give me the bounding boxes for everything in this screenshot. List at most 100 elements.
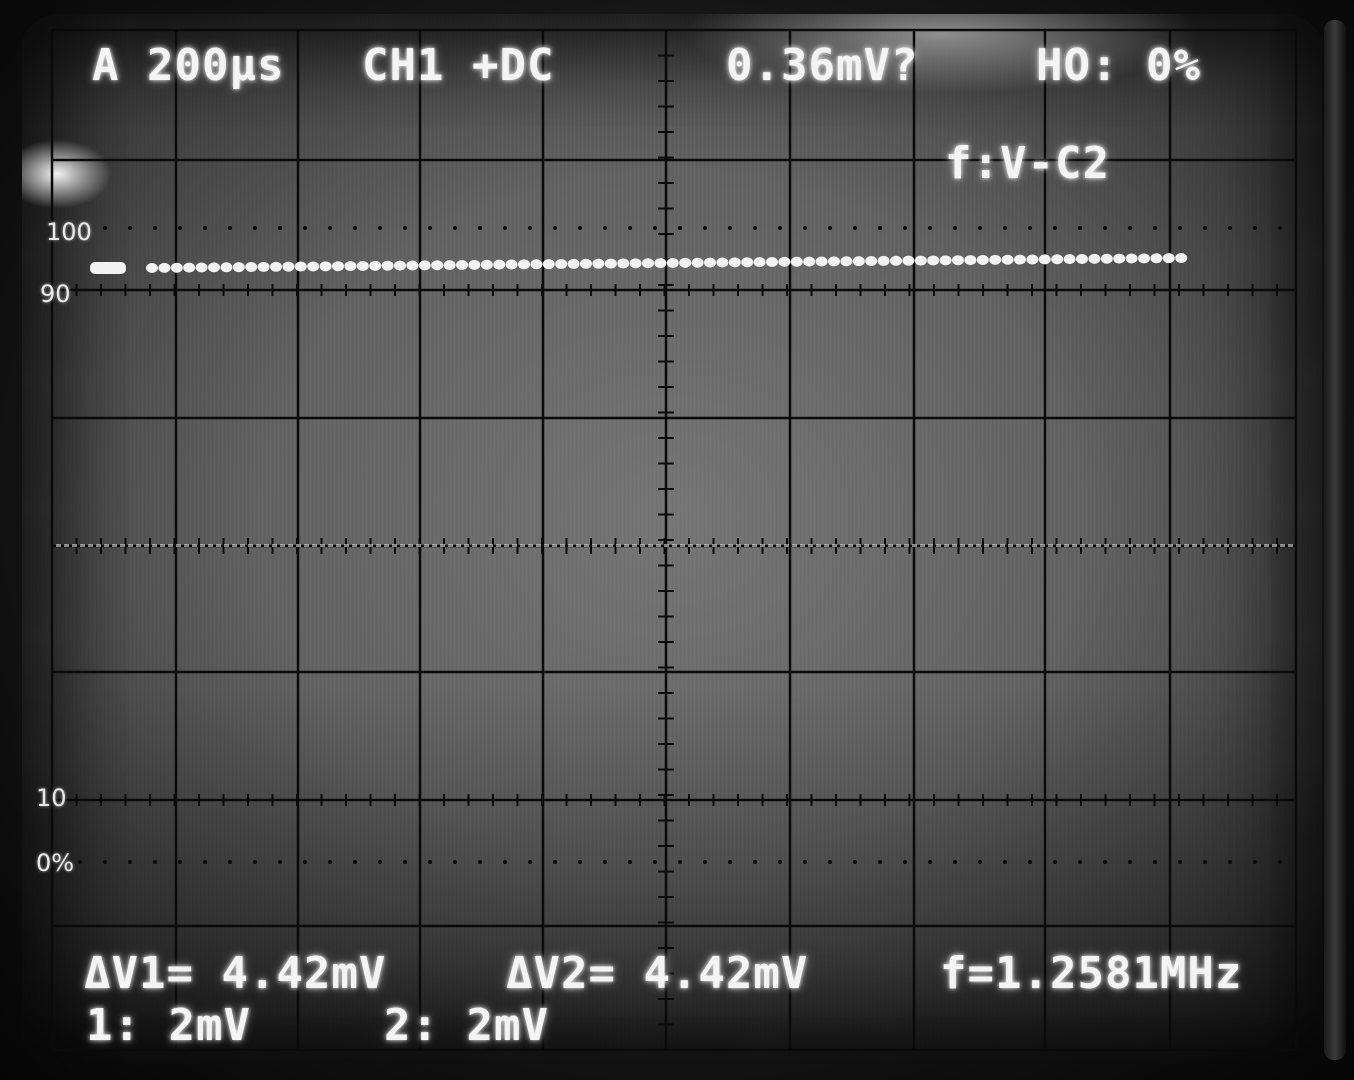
dotted-line-dot — [1228, 226, 1232, 230]
ch2-trace-segment — [464, 544, 469, 547]
ch2-trace-segment — [1280, 544, 1285, 547]
dotted-line-dot — [328, 860, 332, 864]
ch2-trace-segment — [120, 544, 125, 547]
ch2-trace-segment — [1256, 544, 1261, 547]
dotted-line-dot — [453, 226, 457, 230]
dotted-line-dot — [1078, 226, 1082, 230]
ch2-trace-segment — [1000, 544, 1005, 547]
ch2-trace-segment — [168, 544, 173, 547]
ch2-trace-segment — [272, 544, 277, 547]
dotted-line-dot — [1253, 226, 1257, 230]
dotted-line-dot — [153, 860, 157, 864]
trace-dot — [592, 258, 605, 269]
ch2-trace-segment — [1168, 544, 1173, 547]
trace-dot — [1150, 253, 1163, 264]
dotted-line-dot — [1203, 226, 1207, 230]
trace-dot — [158, 262, 171, 273]
dotted-line-dot — [678, 226, 682, 230]
trace-dot — [270, 261, 282, 272]
ch2-trace-segment — [568, 544, 573, 547]
trace-dot — [257, 261, 270, 272]
ch2-trace-segment — [1232, 544, 1237, 547]
trace-dot — [518, 259, 530, 270]
ch2-trace-segment — [184, 544, 189, 547]
ch2-trace-segment — [432, 544, 437, 547]
ch2-trace-segment — [984, 544, 989, 547]
trace-dot — [803, 256, 816, 267]
trace-dot — [939, 255, 952, 266]
ch1-scale-readout: 1: 2mV — [86, 1000, 251, 1051]
trace-dot — [456, 260, 468, 271]
trace-dot — [753, 257, 766, 268]
ch2-trace-segment — [608, 544, 613, 547]
ch2-trace-segment — [1048, 544, 1053, 547]
ch2-trace-segment — [728, 544, 733, 547]
ch2-trace-segment — [1072, 544, 1077, 547]
ch2-trace-segment — [1088, 544, 1093, 547]
trace-dot — [840, 256, 853, 267]
ch2-trace-segment — [808, 544, 813, 547]
ch2-trace-segment — [280, 544, 285, 547]
dotted-line-dot — [1278, 860, 1282, 864]
ch2-trace-segment — [656, 544, 661, 547]
ch2-trace-segment — [496, 544, 501, 547]
trace-dot — [406, 260, 419, 271]
ch2-trace-segment — [1128, 544, 1133, 547]
ch2-trace-segment — [472, 544, 477, 547]
ch2-trace-segment — [1184, 544, 1189, 547]
trace-dot — [195, 262, 208, 273]
ch2-trace-segment — [560, 544, 565, 547]
ch2-trace-segment — [704, 544, 709, 547]
ch2-trace-segment — [416, 544, 421, 547]
delta-v2-readout: ΔV2= 4.42mV — [506, 948, 809, 999]
trace-dot — [468, 259, 481, 270]
dotted-line-dot — [528, 860, 532, 864]
ch2-trace-segment — [944, 544, 949, 547]
dotted-line-dot — [578, 226, 582, 230]
trace-dot — [344, 261, 357, 272]
ch2-trace-segment — [712, 544, 717, 547]
ch2-trace-segment — [448, 544, 453, 547]
ch2-trace-segment — [864, 544, 869, 547]
dotted-line-dot — [403, 860, 407, 864]
dotted-line-dot — [1153, 226, 1157, 230]
trace-dot — [790, 256, 803, 267]
trace-dot — [666, 257, 679, 268]
ch2-trace-segment — [544, 544, 549, 547]
ch2-trace-segment — [1272, 544, 1277, 547]
dotted-line-dot — [228, 226, 232, 230]
trace-dot — [480, 259, 493, 270]
dotted-line-dot — [453, 860, 457, 864]
delta-v1-readout: ΔV1= 4.42mV — [84, 948, 387, 999]
ch2-trace-segment — [600, 544, 605, 547]
ch2-trace-segment — [1016, 544, 1021, 547]
dotted-line-dot — [303, 226, 307, 230]
ch2-trace-segment — [960, 544, 965, 547]
ch2-trace-segment — [784, 544, 789, 547]
dotted-line-dot — [303, 860, 307, 864]
ch2-trace-segment — [1176, 544, 1181, 547]
trace-dot — [332, 261, 344, 272]
dotted-line-dot — [778, 860, 782, 864]
ch2-trace-segment — [968, 544, 973, 547]
ch2-trace-segment — [720, 544, 725, 547]
dotted-line-dot — [253, 226, 257, 230]
ch2-trace-segment — [552, 544, 557, 547]
trace-dot — [964, 255, 977, 266]
ch2-trace-segment — [680, 544, 685, 547]
ch2-trace-segment — [1008, 544, 1013, 547]
ch2-trace-segment — [760, 544, 765, 547]
ch2-trace-segment — [736, 544, 741, 547]
ch2-trace-segment — [1112, 544, 1117, 547]
trace-dot — [307, 261, 320, 272]
ch2-trace-segment — [592, 544, 597, 547]
dotted-line-dot — [403, 226, 407, 230]
ch2-trace-segment — [632, 544, 637, 547]
dotted-line-dot — [1103, 860, 1107, 864]
ch2-trace-segment — [888, 544, 893, 547]
dotted-line-dot — [828, 226, 832, 230]
ch2-trace-segment — [1120, 544, 1125, 547]
trace-dot — [1051, 254, 1064, 265]
dotted-line-dot — [653, 860, 657, 864]
trace-dot — [741, 257, 754, 268]
